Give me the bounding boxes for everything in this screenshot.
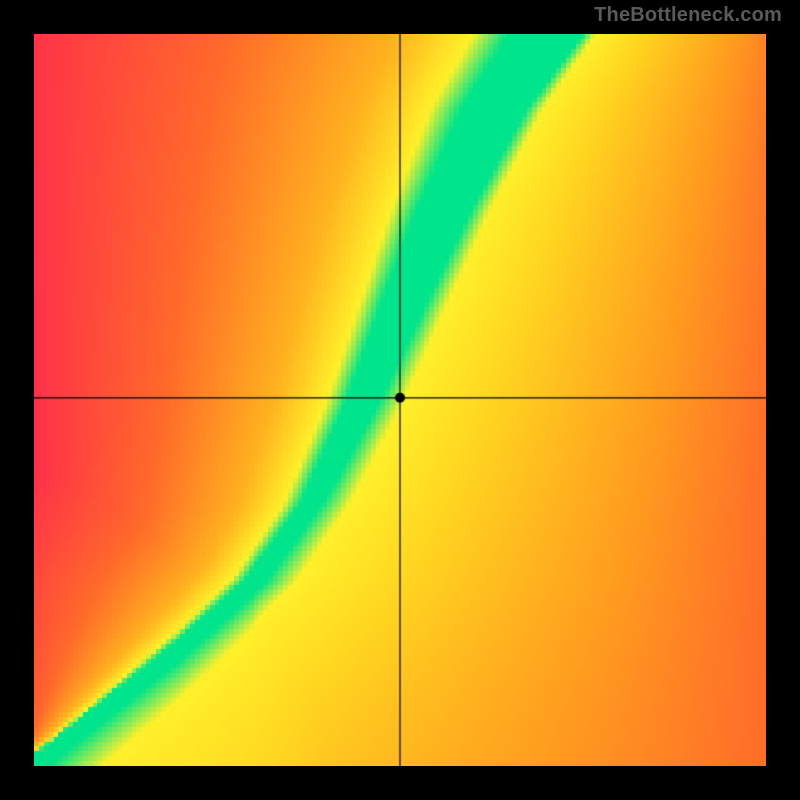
heatmap-canvas xyxy=(34,34,766,766)
watermark-text: TheBottleneck.com xyxy=(594,4,782,27)
chart-container: TheBottleneck.com xyxy=(0,0,800,800)
heatmap-plot xyxy=(34,34,766,766)
